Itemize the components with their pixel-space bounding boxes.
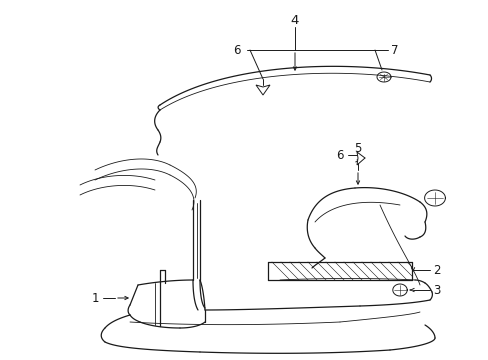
Text: 4: 4: [290, 14, 299, 27]
Polygon shape: [356, 152, 364, 165]
Polygon shape: [256, 85, 269, 95]
Text: 3: 3: [432, 284, 440, 297]
Text: 2: 2: [432, 264, 440, 276]
Text: 1: 1: [91, 292, 99, 305]
Text: 6: 6: [336, 149, 343, 162]
Text: 5: 5: [354, 141, 361, 154]
Text: 7: 7: [390, 44, 398, 57]
Text: 6: 6: [233, 44, 240, 57]
